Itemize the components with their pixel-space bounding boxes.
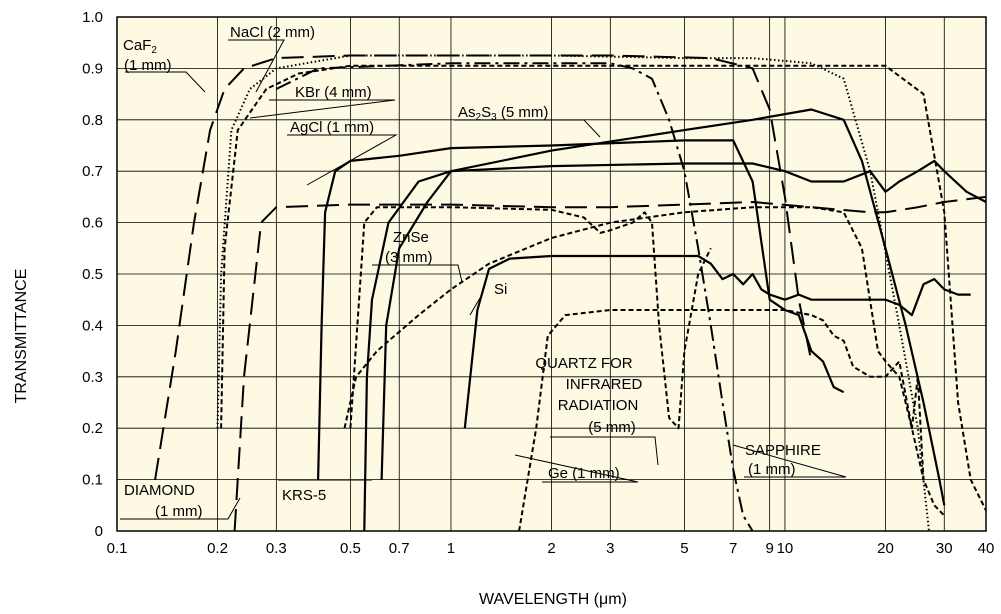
y-axis-title: TRANSMITTANCE — [13, 269, 30, 404]
x-tick-label: 10 — [777, 540, 794, 557]
y-tick-label: 0 — [95, 523, 103, 540]
label-znse-thickness: (3 mm) — [385, 249, 433, 266]
label-quartz-line2: INFRARED — [566, 376, 643, 393]
series-line — [233, 195, 987, 532]
annotation-leaders — [120, 39, 847, 520]
label-quartz-line3: RADIATION — [558, 397, 639, 414]
x-tick-label: 40 — [978, 540, 995, 557]
series-line — [463, 254, 971, 429]
label-diamond: DIAMOND — [124, 482, 195, 499]
x-tick-label: 20 — [877, 540, 894, 557]
label-nacl: NaCl (2 mm) — [230, 24, 315, 41]
label-quartz-line1: QUARTZ FOR — [535, 355, 632, 372]
x-tick-label: 9 — [765, 540, 773, 557]
x-tick-label: 0.1 — [107, 540, 128, 557]
label-kbr: KBr (4 mm) — [295, 84, 372, 101]
y-tick-label: 0.8 — [82, 112, 103, 129]
x-tick-label: 3 — [606, 540, 614, 557]
series-line — [220, 64, 987, 511]
label-si: Si — [494, 281, 507, 298]
x-tick-label: 2 — [547, 540, 555, 557]
label-sapphire-thickness: (1 mm) — [748, 461, 796, 478]
series-line — [154, 54, 813, 480]
y-tick-label: 0.6 — [82, 215, 103, 232]
x-axis-title: WAVELENGTH (μm) — [479, 591, 627, 608]
series-line — [363, 159, 987, 532]
label-diamond-thickness: (1 mm) — [155, 503, 203, 520]
y-tick-label: 0.2 — [82, 420, 103, 437]
y-tick-label: 1.0 — [82, 9, 103, 26]
x-tick-label: 0.3 — [266, 540, 287, 557]
plot-frame — [116, 16, 987, 532]
label-caf2-thickness: (1 mm) — [124, 57, 172, 74]
series-line — [349, 206, 712, 430]
label-krs5: KRS-5 — [282, 487, 326, 504]
label-agcl: AgCl (1 mm) — [290, 119, 374, 136]
y-tick-labels: 0 0.1 0.2 0.3 0.4 0.5 0.6 0.7 0.8 0.9 1.0 — [82, 9, 103, 540]
x-tick-label: 1 — [447, 540, 455, 557]
x-tick-labels: 0.1 0.2 0.3 0.5 0.7 1 2 3 5 7 9 10 20 30 40 — [107, 540, 995, 557]
label-quartz-thickness: (5 mm) — [588, 419, 636, 436]
y-tick-label: 0.7 — [82, 163, 103, 180]
label-ge: Ge (1 mm) — [548, 465, 620, 482]
y-tick-label: 0.3 — [82, 369, 103, 386]
y-tick-label: 0.1 — [82, 472, 103, 489]
x-tick-label: 5 — [680, 540, 688, 557]
label-as2s3: As2S3 (5 mm) — [458, 104, 548, 123]
label-znse: ZnSe — [393, 229, 429, 246]
x-tick-label: 7 — [729, 540, 737, 557]
label-caf2: CaF2 — [123, 37, 157, 56]
x-tick-label: 30 — [936, 540, 953, 557]
y-tick-label: 0.5 — [82, 266, 103, 283]
series-curves — [154, 54, 987, 532]
x-tick-label: 0.5 — [340, 540, 361, 557]
series-line — [275, 62, 754, 532]
y-tick-label: 0.4 — [82, 317, 103, 334]
label-sapphire: SAPPHIRE — [745, 442, 821, 459]
x-tick-label: 0.2 — [207, 540, 228, 557]
x-tick-label: 0.7 — [389, 540, 410, 557]
series-line — [380, 108, 946, 506]
series-line — [343, 206, 925, 480]
series-line — [518, 309, 946, 532]
series-line — [317, 139, 845, 480]
y-tick-label: 0.9 — [82, 60, 103, 77]
